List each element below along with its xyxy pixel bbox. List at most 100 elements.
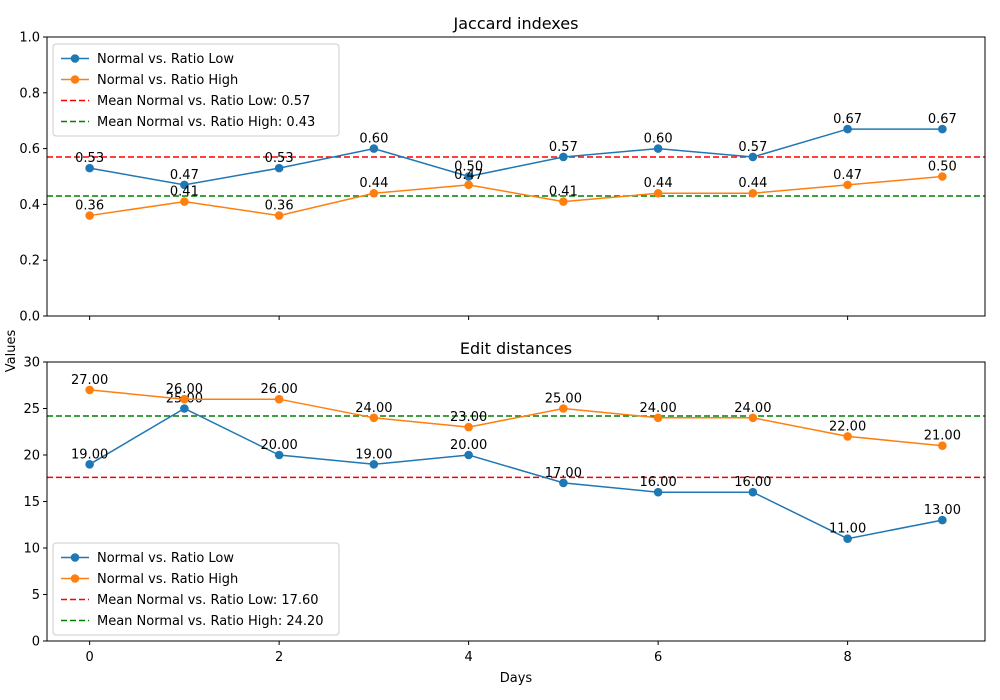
data-label: 0.47 bbox=[170, 168, 199, 183]
data-label: 0.60 bbox=[644, 132, 673, 147]
y-tick-label: 30 bbox=[23, 356, 40, 371]
legend-label: Mean Normal vs. Ratio High: 0.43 bbox=[97, 115, 315, 130]
legend-marker-swatch bbox=[70, 553, 80, 562]
data-point bbox=[274, 394, 284, 404]
data-label: 0.41 bbox=[170, 185, 199, 200]
y-tick-label: 0.0 bbox=[19, 310, 40, 325]
data-label: 20.00 bbox=[450, 438, 487, 453]
legend-label: Mean Normal vs. Ratio Low: 17.60 bbox=[97, 593, 319, 608]
data-point bbox=[180, 197, 189, 206]
y-tick-label: 1.0 bbox=[19, 31, 40, 46]
data-point bbox=[653, 144, 663, 153]
data-label: 22.00 bbox=[829, 419, 866, 434]
legend-label: Normal vs. Ratio High bbox=[97, 572, 238, 587]
data-point bbox=[938, 124, 947, 134]
chart-title: Jaccard indexes bbox=[453, 14, 579, 33]
data-label: 25.00 bbox=[545, 392, 582, 407]
shared-xlabel: Days bbox=[500, 671, 533, 686]
data-point bbox=[748, 413, 758, 423]
data-label: 0.47 bbox=[454, 168, 483, 183]
data-point bbox=[843, 534, 852, 543]
data-point bbox=[748, 487, 758, 497]
legend-marker-swatch bbox=[70, 75, 80, 84]
plot-frame bbox=[46, 36, 986, 317]
chart-title: Edit distances bbox=[460, 339, 572, 358]
data-point bbox=[464, 172, 473, 181]
y-tick-label: 0.4 bbox=[19, 198, 40, 213]
data-point bbox=[843, 124, 852, 134]
data-point bbox=[369, 460, 379, 469]
data-label: 13.00 bbox=[924, 503, 961, 518]
data-label: 0.36 bbox=[75, 199, 104, 214]
data-label: 0.44 bbox=[738, 176, 767, 191]
data-point bbox=[369, 413, 379, 423]
plot-frame bbox=[46, 361, 986, 642]
data-label: 26.00 bbox=[261, 382, 298, 397]
data-point bbox=[938, 515, 947, 525]
data-point bbox=[559, 152, 568, 162]
data-point bbox=[180, 180, 189, 190]
data-label: 0.67 bbox=[833, 112, 862, 127]
data-label: 0.50 bbox=[928, 160, 957, 175]
data-point bbox=[464, 422, 473, 432]
data-point bbox=[180, 404, 189, 413]
data-point bbox=[274, 450, 284, 460]
data-label: 0.41 bbox=[549, 185, 578, 200]
x-tick-label: 6 bbox=[654, 650, 662, 665]
x-tick-label: 8 bbox=[843, 650, 851, 665]
data-point bbox=[653, 413, 663, 423]
y-tick-label: 10 bbox=[23, 542, 40, 557]
data-label: 24.00 bbox=[355, 401, 392, 416]
data-point bbox=[274, 211, 284, 220]
data-point bbox=[180, 394, 189, 404]
data-label: 26.00 bbox=[166, 382, 203, 397]
legend-box bbox=[52, 43, 340, 137]
series-line bbox=[89, 407, 943, 540]
data-label: 23.00 bbox=[450, 410, 487, 425]
legend-box bbox=[52, 542, 340, 636]
data-point bbox=[464, 450, 473, 460]
data-label: 24.00 bbox=[640, 401, 677, 416]
legend-label: Normal vs. Ratio High bbox=[97, 73, 238, 88]
data-point bbox=[748, 188, 758, 198]
legend-label: Mean Normal vs. Ratio Low: 0.57 bbox=[97, 94, 310, 109]
series-line bbox=[89, 128, 943, 186]
jaccard-chart: Jaccard indexes 0.0 0.2 0.4 0.6 0.8 1.0 0.53 0.4… bbox=[19, 14, 986, 325]
legend-label: Mean Normal vs. Ratio High: 24.20 bbox=[97, 614, 324, 629]
data-point bbox=[559, 478, 568, 488]
data-point bbox=[85, 385, 94, 395]
y-tick-label: 15 bbox=[23, 495, 40, 510]
data-point bbox=[274, 163, 284, 173]
x-tick-label: 2 bbox=[275, 650, 283, 665]
data-label: 17.00 bbox=[545, 466, 582, 481]
data-point bbox=[938, 172, 947, 181]
y-tick-label: 5 bbox=[32, 588, 40, 603]
data-point bbox=[843, 432, 852, 441]
data-point bbox=[369, 144, 379, 153]
data-label: 0.47 bbox=[833, 168, 862, 183]
shared-ylabel: Values bbox=[4, 330, 19, 373]
data-label: 0.60 bbox=[359, 132, 388, 147]
series-line bbox=[89, 175, 943, 217]
data-label: 0.53 bbox=[265, 151, 294, 166]
data-label: 20.00 bbox=[261, 438, 298, 453]
x-tick-label: 4 bbox=[464, 650, 472, 665]
data-label: 0.44 bbox=[644, 176, 673, 191]
data-label: 0.36 bbox=[265, 199, 294, 214]
data-label: 11.00 bbox=[829, 522, 866, 537]
legend-label: Normal vs. Ratio Low bbox=[97, 551, 234, 566]
data-point bbox=[653, 487, 663, 497]
data-label: 19.00 bbox=[355, 447, 392, 462]
legend-marker-swatch bbox=[70, 54, 80, 63]
data-point bbox=[85, 460, 94, 469]
data-point bbox=[843, 180, 852, 190]
data-label: 0.57 bbox=[549, 140, 578, 155]
data-label: 0.50 bbox=[454, 160, 483, 175]
data-point bbox=[369, 188, 379, 198]
y-tick-label: 0.8 bbox=[19, 86, 40, 101]
y-tick-label: 0.2 bbox=[19, 254, 40, 269]
data-label: 16.00 bbox=[640, 475, 677, 490]
data-point bbox=[559, 404, 568, 413]
data-point bbox=[85, 211, 94, 220]
